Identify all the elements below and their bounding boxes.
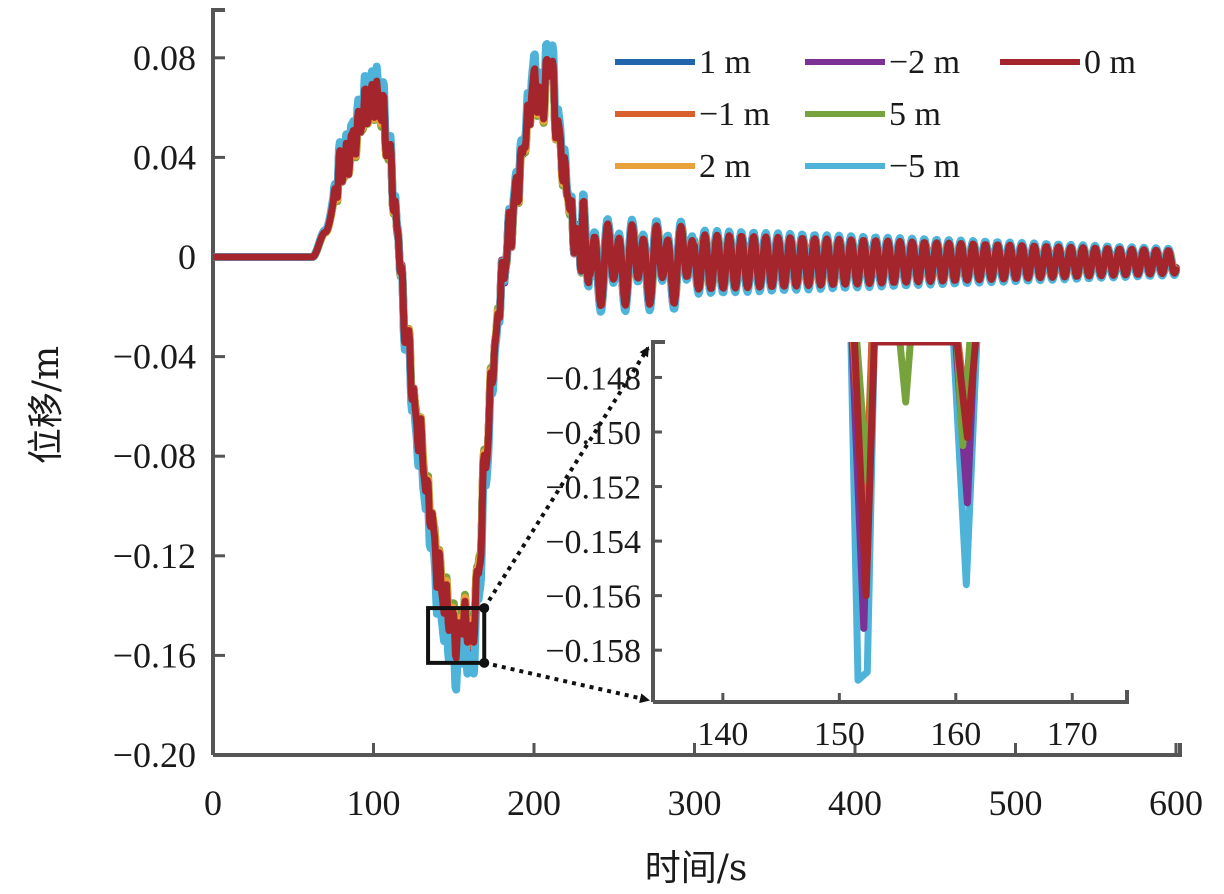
main-series-group [213,40,1180,694]
legend-label: 1 m [699,44,751,81]
main-x-tick-label: 300 [668,783,722,823]
inset-y-tick-label: −0.148 [545,360,641,397]
main-y-tick-label: −0.16 [113,635,196,675]
series-line-0-m [213,55,1180,662]
inset-series-line-0-m [851,342,980,600]
main-x-tick-label: 400 [828,783,882,823]
connector-line-top [482,346,650,610]
legend-label: 5 m [889,96,941,133]
inset-x-ticks: 140 150 160 170 [697,693,1098,753]
main-y-tick-label: −0.04 [113,337,196,377]
main-y-tick-label: −0.12 [113,536,196,576]
main-x-tick-label: 100 [347,783,401,823]
legend-label: −5 m [889,148,960,185]
legend-label: 0 m [1084,44,1136,81]
main-y-tick-label: −0.20 [113,735,196,775]
inset-x-tick-label: 160 [930,716,981,753]
inset-x-tick-label: 150 [814,716,865,753]
inset-y-axis-spine [651,340,665,702]
inset-x-tick-label: 140 [697,716,748,753]
legend-label: −2 m [889,44,960,81]
legend-item-1-m: 1 m [615,44,751,81]
main-x-tick-label: 500 [989,783,1043,823]
legend-item-0-m: 0 m [1000,44,1136,81]
inset-series-line-2-m [848,342,978,632]
inset-x-tick-label: 170 [1047,716,1098,753]
main-axes: 0.08 0.04 0 −0.04 −0.08 −0.12 −0.16 −0.20 0 100 2… [113,8,1203,823]
inset-series-line-5-m [847,342,981,684]
legend-item-5-m: −5 m [805,148,960,185]
inset-axes: −0.148 −0.150 −0.152 −0.154 −0.156 −0.158 140… [545,340,1129,753]
main-x-tick-label: 0 [204,783,222,823]
main-y-axis-spine [211,8,225,755]
main-y-tick-label: 0.08 [133,38,196,78]
main-x-ticks: 0 100 200 300 400 500 600 [204,743,1203,823]
inset-y-tick-label: −0.156 [545,579,641,616]
main-y-tick-label: −0.08 [113,436,196,476]
inset-y-tick-label: −0.152 [545,470,641,507]
inset-x-axis-spine [653,690,1129,704]
legend: 1 m −1 m 2 m −2 m 5 m −5 m 0 m [615,44,1136,185]
main-x-tick-label: 600 [1149,783,1203,823]
inset-y-tick-label: −0.158 [545,633,641,670]
inset-background [653,342,1127,702]
legend-item-2-m: 2 m [615,148,751,185]
legend-item-2-m: −2 m [805,44,960,81]
main-y-ticks: 0.08 0.04 0 −0.04 −0.08 −0.12 −0.16 −0.20 [113,38,225,775]
main-x-tick-label: 200 [507,783,561,823]
legend-label: −1 m [699,96,770,133]
inset-y-ticks: −0.148 −0.150 −0.152 −0.154 −0.156 −0.158 [545,360,662,670]
inset-y-tick-label: −0.154 [545,524,641,561]
legend-item-1-m: −1 m [615,96,770,133]
connector-line-bottom [483,660,650,704]
main-y-tick-label: 0.04 [133,137,196,177]
zoom-annotation [426,346,650,704]
legend-item-5-m: 5 m [805,96,941,133]
x-axis-title: 时间/s [645,848,748,889]
inset-series-group [847,342,981,684]
zoom-box [426,606,487,665]
y-axis-title: 位移/m [26,346,67,464]
main-y-tick-label: 0 [178,237,196,277]
legend-label: 2 m [699,148,751,185]
inset-y-tick-label: −0.150 [545,415,641,452]
